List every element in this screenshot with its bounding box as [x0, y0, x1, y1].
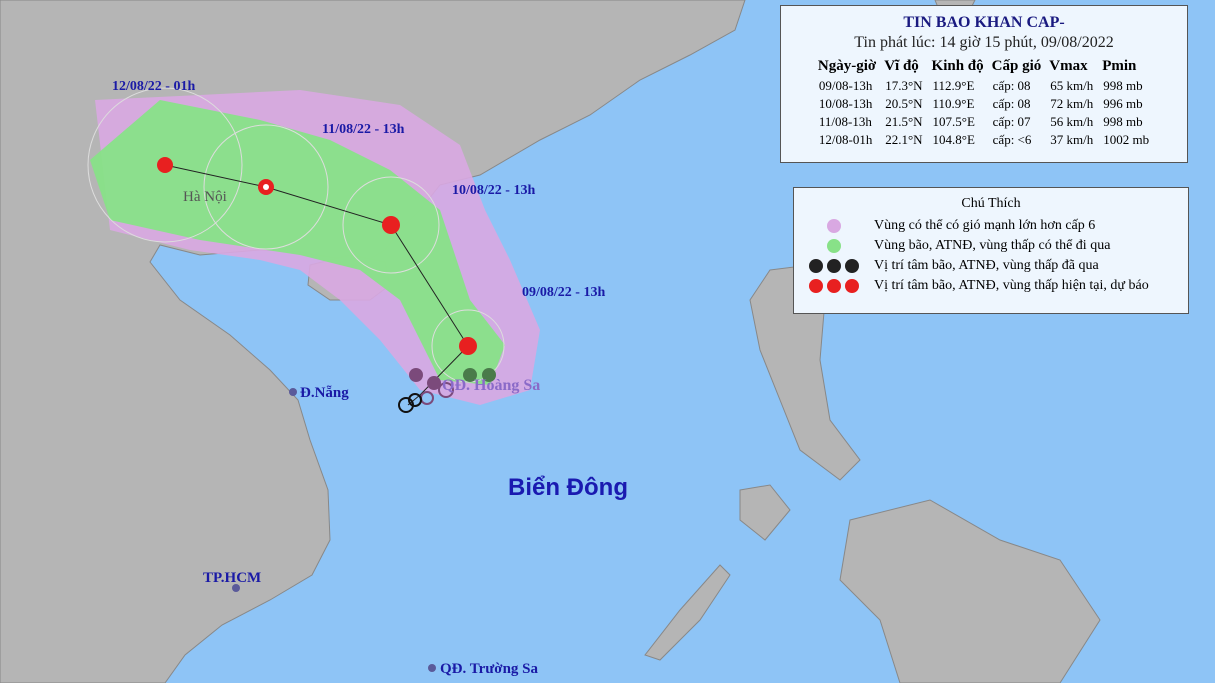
legend-icon	[794, 279, 874, 293]
legend-text: Vùng có thể có gió mạnh lớn hơn cấp 6	[874, 218, 1096, 233]
legend-swatch	[809, 279, 823, 293]
table-row: 12/08-01h 22.1°N 104.8°E cấp: <6 37 km/h 1002…	[814, 131, 1154, 149]
table-cell: 22.1°N	[885, 132, 923, 147]
legend-item: Vị trí tâm bão, ATNĐ, vùng thấp đã qua	[794, 256, 1188, 276]
legend-text: Vùng bão, ATNĐ, vùng thấp có thể đi qua	[874, 238, 1111, 253]
table-cell: 20.5°N	[885, 96, 923, 111]
bulletin-title: TIN BAO KHAN CAP-	[903, 14, 1065, 31]
time-label: 09/08/22 - 13h	[522, 285, 605, 300]
table-cell: cấp: <6	[992, 132, 1032, 147]
track	[164, 164, 469, 406]
bulletin: TIN BAO KHAN CAP- Tin phát lúc: 14 giờ 1…	[780, 5, 1188, 163]
place: TP.HCM	[203, 570, 261, 586]
table-row: 11/08-13h 21.5°N 107.5°E cấp: 07 56 km/h 998 …	[814, 113, 1154, 131]
place: Đ.Nẵng	[300, 385, 349, 401]
place-dot	[428, 664, 436, 672]
legend-item: Vị trí tâm bão, ATNĐ, vùng thấp hiện tại…	[794, 276, 1188, 296]
legend: Chú Thích Vùng có thể có gió mạnh lớn hơ…	[793, 187, 1189, 314]
table-cell: cấp: 08	[992, 78, 1031, 93]
legend-swatch	[845, 279, 859, 293]
legend-title: Chú Thích	[961, 196, 1021, 211]
table-header: Kinh độ	[931, 58, 984, 74]
legend-text: Vị trí tâm bão, ATNĐ, vùng thấp hiện tại…	[874, 278, 1149, 293]
table-cell: 996 mb	[1103, 96, 1143, 111]
table-cell: 998 mb	[1103, 78, 1143, 93]
table-cell: 10/08-13h	[818, 96, 873, 111]
table-cell: 998 mb	[1103, 114, 1143, 129]
legend-swatch	[827, 259, 841, 273]
issued-time: Tin phát lúc: 14 giờ 15 phút, 09/08/2022	[854, 34, 1114, 51]
mindoro	[739, 484, 791, 541]
legend-text: Vị trí tâm bão, ATNĐ, vùng thấp đã qua	[874, 258, 1099, 273]
forecast-positions	[157, 157, 477, 355]
table-cell: 56 km/h	[1050, 114, 1094, 129]
sea-label: Biển Đông	[508, 474, 628, 501]
forecast-table: Ngày-giờ Vĩ độ Kinh độ Cấp gió Vmax Pmin 09/08…	[814, 56, 1154, 149]
place-dot	[232, 584, 240, 592]
table-header: Ngày-giờ	[817, 58, 877, 74]
palawan	[644, 564, 731, 661]
table-cell: 17.3°N	[885, 78, 923, 93]
legend-item: Vùng có thể có gió mạnh lớn hơn cấp 6	[794, 216, 1188, 236]
table-cell: 37 km/h	[1050, 132, 1094, 147]
table-cell: 65 km/h	[1050, 78, 1094, 93]
table-cell: 21.5°N	[885, 114, 923, 129]
place: QĐ. Hoàng Sa	[442, 377, 540, 394]
legend-swatch	[827, 219, 841, 233]
table-cell: 110.9°E	[932, 96, 975, 111]
time-label: 12/08/22 - 01h	[112, 79, 195, 94]
time-label: 11/08/22 - 13h	[322, 122, 405, 137]
table-cell: 72 km/h	[1050, 96, 1094, 111]
table-header: Cấp gió	[991, 58, 1042, 74]
radius-circles	[87, 87, 505, 383]
visayas	[839, 499, 1101, 683]
table-cell: cấp: 08	[992, 96, 1031, 111]
table-header: Vĩ độ	[884, 58, 919, 74]
table-cell: 1002 mb	[1103, 132, 1150, 147]
table-cell: 104.8°E	[932, 132, 975, 147]
legend-swatch	[827, 239, 841, 253]
place-dot	[289, 388, 297, 396]
table-row: 09/08-13h 17.3°N 112.9°E cấp: 08 65 km/h 998 …	[814, 77, 1154, 95]
place: QĐ. Trường Sa	[440, 661, 539, 677]
past-positions	[398, 368, 496, 413]
table-cell: 12/08-01h	[818, 132, 873, 147]
table-row: 10/08-13h 20.5°N 110.9°E cấp: 08 72 km/h 996 …	[814, 95, 1154, 113]
legend-item: Vùng bão, ATNĐ, vùng thấp có thể đi qua	[794, 236, 1188, 256]
table-cell: 112.9°E	[932, 78, 975, 93]
legend-icon	[794, 239, 874, 253]
legend-icon	[794, 219, 874, 233]
table-header: Vmax	[1049, 58, 1088, 74]
table-header: Pmin	[1102, 58, 1137, 74]
time-label: 10/08/22 - 13h	[452, 183, 535, 198]
legend-swatch	[845, 259, 859, 273]
table-cell: cấp: 07	[992, 114, 1031, 129]
place: Hà Nội	[183, 189, 227, 205]
table-cell: 11/08-13h	[818, 114, 872, 129]
legend-icon	[794, 259, 874, 273]
legend-swatch	[809, 259, 823, 273]
table-cell: 09/08-13h	[818, 78, 873, 93]
table-cell: 107.5°E	[932, 114, 975, 129]
legend-swatch	[827, 279, 841, 293]
